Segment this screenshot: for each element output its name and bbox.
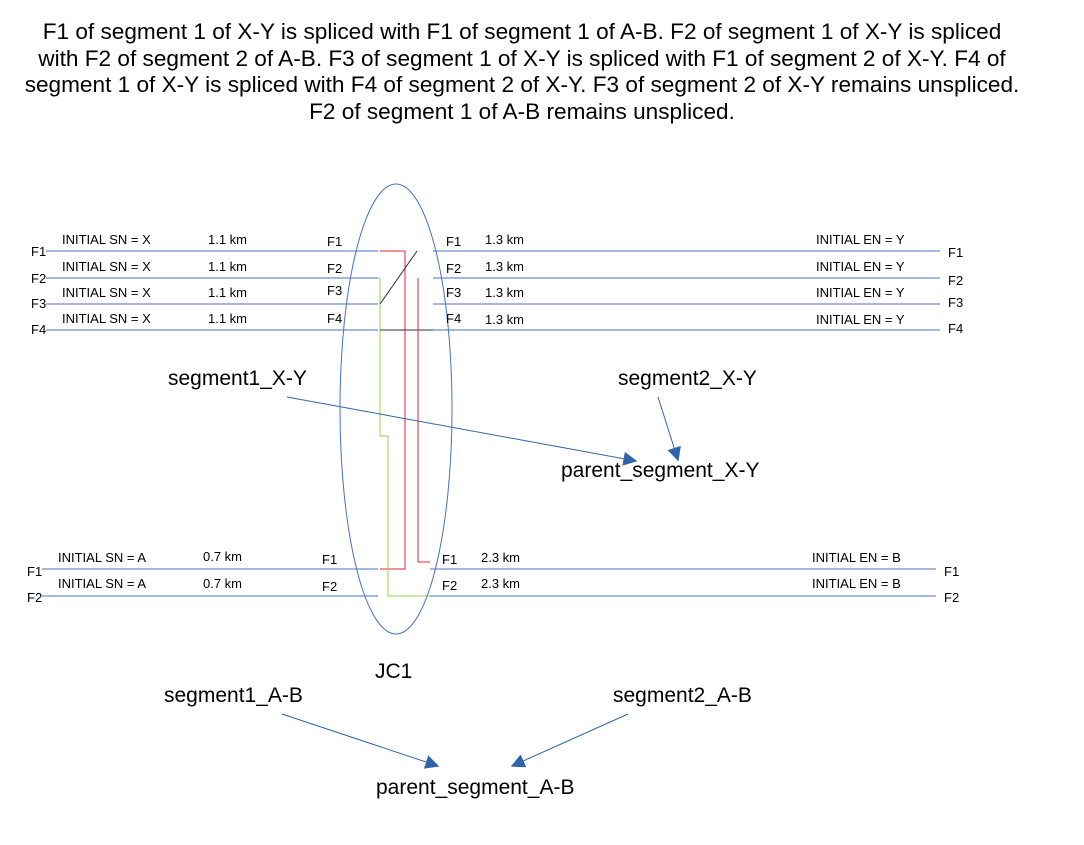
s2xy-en-f2: INITIAL EN = Y — [816, 259, 905, 274]
s1xy-sn-f2: INITIAL SN = X — [62, 259, 151, 274]
splice-s1xy-f1-to-s1ab-f1 — [380, 250, 406, 570]
s2xy-en-f1: INITIAL EN = Y — [816, 232, 905, 247]
s1xy-len-f4: 1.1 km — [208, 311, 247, 326]
arrow-s2xy-to-parent — [657, 396, 681, 462]
segment-names: segment1_X-Y segment2_X-Y parent_segment… — [164, 367, 759, 799]
segment1-ab-name: segment1_A-B — [164, 684, 303, 707]
s2xy-edge-f4: F4 — [948, 321, 963, 336]
s1xy-len-f1: 1.1 km — [208, 232, 247, 247]
s2xy-inner-f4: F4 — [446, 311, 461, 326]
s1xy-edge-f4: F4 — [31, 322, 46, 337]
arrow-s1ab-to-parent — [281, 713, 440, 769]
s2ab-edge-f2: F2 — [944, 590, 959, 605]
s2xy-inner-f3: F3 — [446, 285, 461, 300]
s1xy-inner-f4: F4 — [327, 311, 342, 326]
segment1-xy-labels: F1 F2 F3 F4 INITIAL SN = X INITIAL SN = … — [31, 232, 342, 337]
arrow-s2ab-to-parent — [510, 713, 629, 768]
s2ab-len-f2: 2.3 km — [481, 576, 520, 591]
segment1-ab-labels: F1 F2 INITIAL SN = A INITIAL SN = A 0.7 … — [27, 549, 337, 605]
s2xy-len-f1: 1.3 km — [485, 232, 524, 247]
s2xy-inner-f2: F2 — [446, 261, 461, 276]
s1xy-sn-f4: INITIAL SN = X — [62, 311, 151, 326]
s2xy-len-f2: 1.3 km — [485, 259, 524, 274]
s1ab-inner-f1: F1 — [322, 552, 337, 567]
junction-closure-jc1[interactable] — [339, 183, 453, 635]
fiber-lines — [42, 250, 940, 597]
segment2-xy-name: segment2_X-Y — [618, 367, 757, 390]
s2ab-len-f1: 2.3 km — [481, 550, 520, 565]
s1ab-inner-f2: F2 — [322, 579, 337, 594]
s1ab-edge-f2: F2 — [27, 590, 42, 605]
s2xy-len-f4: 1.3 km — [485, 312, 524, 327]
s2xy-edge-f1: F1 — [948, 245, 963, 260]
parent-segment-xy: parent_segment_X-Y — [561, 459, 759, 482]
arrow-s1xy-to-parent — [286, 396, 638, 466]
s1ab-sn-f2: INITIAL SN = A — [58, 576, 146, 591]
s2xy-en-f3: INITIAL EN = Y — [816, 285, 905, 300]
segment2-xy-labels: F1 F2 F3 F4 1.3 km 1.3 km 1.3 km 1.3 km … — [446, 232, 963, 336]
s1ab-edge-f1: F1 — [27, 564, 42, 579]
segment2-ab-name: segment2_A-B — [613, 684, 752, 707]
segment1-xy-name: segment1_X-Y — [168, 367, 307, 390]
splice-red-loop — [417, 278, 430, 563]
s1ab-sn-f1: INITIAL SN = A — [58, 550, 146, 565]
s2xy-edge-f2: F2 — [948, 273, 963, 288]
parent-segment-ab: parent_segment_A-B — [376, 776, 574, 799]
segment2-ab-labels: F1 F2 2.3 km 2.3 km INITIAL EN = B INITI… — [442, 550, 959, 605]
s2ab-inner-f1: F1 — [442, 552, 457, 567]
s1xy-inner-f2: F2 — [327, 261, 342, 276]
s1xy-edge-f1: F1 — [31, 244, 46, 259]
s2xy-en-f4: INITIAL EN = Y — [816, 312, 905, 327]
s1ab-len-f1: 0.7 km — [203, 549, 242, 564]
s2ab-edge-f1: F1 — [944, 564, 959, 579]
splice-description: F1 of segment 1 of X-Y is spliced with F… — [24, 19, 1020, 124]
s2ab-inner-f2: F2 — [442, 578, 457, 593]
s1xy-inner-f1: F1 — [327, 234, 342, 249]
s2ab-en-f1: INITIAL EN = B — [812, 550, 901, 565]
s1xy-edge-f3: F3 — [31, 296, 46, 311]
s2xy-edge-f3: F3 — [948, 295, 963, 310]
splice-connections — [378, 250, 433, 597]
splice-s1xy-f2-to-s2ab-f2 — [379, 278, 430, 597]
splice-s1xy-f3-to-s2xy-f1 — [379, 250, 418, 305]
s1xy-inner-f3: F3 — [327, 283, 342, 298]
s1xy-sn-f1: INITIAL SN = X — [62, 232, 151, 247]
s1xy-edge-f2: F2 — [31, 271, 46, 286]
junction-label: JC1 — [375, 660, 412, 683]
s1xy-len-f2: 1.1 km — [208, 259, 247, 274]
s2xy-len-f3: 1.3 km — [485, 285, 524, 300]
s2ab-en-f2: INITIAL EN = B — [812, 576, 901, 591]
s1xy-len-f3: 1.1 km — [208, 285, 247, 300]
parent-arrows — [281, 396, 681, 769]
s1xy-sn-f3: INITIAL SN = X — [62, 285, 151, 300]
s1ab-len-f2: 0.7 km — [203, 576, 242, 591]
s2xy-inner-f1: F1 — [446, 234, 461, 249]
